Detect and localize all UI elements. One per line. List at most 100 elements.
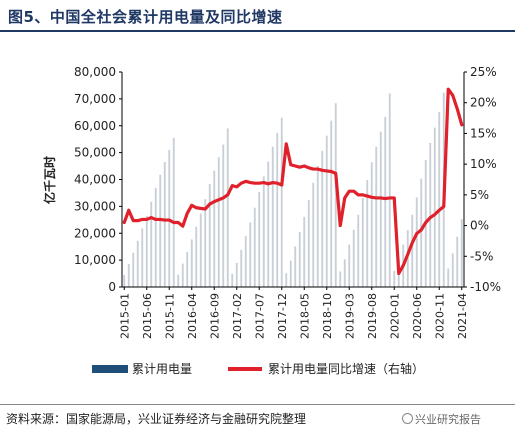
bar — [321, 150, 324, 287]
bar — [289, 260, 292, 287]
x-tick-label: 2017-02 — [231, 293, 244, 339]
bar — [226, 128, 229, 287]
right-tick-label: -5% — [470, 249, 493, 263]
bar — [366, 180, 369, 287]
left-tick-label: 30,000 — [74, 199, 116, 213]
bar — [456, 236, 459, 287]
bar — [267, 161, 270, 287]
x-tick-label: 2020-01 — [388, 293, 401, 339]
left-tick-label: 40,000 — [74, 173, 116, 187]
bar — [271, 146, 274, 287]
right-tick-label: 0% — [470, 219, 489, 233]
bar — [177, 274, 180, 287]
x-tick-label: 2017-12 — [276, 293, 289, 339]
bar — [208, 184, 211, 287]
bar — [199, 213, 202, 287]
bar — [123, 274, 126, 287]
y-axis-label: 亿千瓦时 — [42, 156, 57, 204]
bar — [253, 207, 256, 287]
bar — [141, 228, 144, 287]
bar — [172, 137, 175, 287]
watermark-icon — [402, 413, 413, 424]
watermark-text: 兴业研究报告 — [415, 413, 481, 426]
bar — [204, 199, 207, 287]
bar — [258, 192, 261, 287]
bar — [316, 166, 319, 287]
legend-bar-label: 累计用电量 — [132, 362, 192, 376]
bar — [213, 170, 216, 287]
legend: 累计用电量 累计用电量同比增速（右轴） — [92, 361, 424, 376]
left-tick-label: 50,000 — [74, 146, 116, 160]
bar — [429, 142, 432, 287]
chart: 80,000 70,000 60,000 50,000 40,000 30,000 20,0… — [42, 65, 501, 376]
bar — [411, 214, 414, 287]
bar — [244, 236, 247, 287]
x-tick-label: 2015-01 — [118, 293, 131, 339]
bar — [285, 273, 288, 287]
bar — [127, 264, 130, 287]
growth-line — [122, 87, 464, 276]
right-tick-label: 15% — [470, 126, 497, 140]
x-tick-label: 2019-08 — [366, 293, 379, 339]
bar — [339, 271, 342, 287]
bar — [334, 103, 337, 288]
bar — [280, 117, 283, 287]
bar — [393, 270, 396, 288]
bar — [235, 262, 238, 287]
right-tick-label: 20% — [470, 96, 497, 110]
x-tick-label: 2015-11 — [163, 293, 176, 339]
legend-line-label: 累计用电量同比增速（右轴） — [268, 361, 424, 376]
right-tick-label: 5% — [470, 188, 489, 202]
bar — [384, 116, 387, 287]
left-tick-label: 80,000 — [74, 65, 116, 79]
bar — [433, 127, 436, 287]
bar — [249, 222, 252, 287]
bar — [154, 187, 157, 287]
bar — [294, 246, 297, 287]
bar — [420, 178, 423, 287]
bar — [325, 135, 328, 287]
right-tick-labels: 25% 20% 15% 10% 5% 0% -5% -10% — [464, 65, 501, 294]
bar — [190, 239, 193, 287]
x-tick-label: 2015-06 — [141, 293, 154, 339]
bar — [460, 219, 463, 287]
bar — [186, 251, 189, 287]
left-tick-label: 10,000 — [74, 253, 116, 267]
bar — [195, 226, 198, 287]
x-tick-label: 2016-09 — [208, 293, 221, 339]
bars-layer — [123, 92, 463, 288]
bar — [451, 253, 454, 287]
bar — [276, 133, 279, 287]
bar — [298, 231, 301, 287]
x-tick-label: 2016-04 — [186, 293, 199, 339]
bar — [132, 252, 135, 287]
left-tick-label: 60,000 — [74, 119, 116, 133]
x-tick-label: 2018-10 — [321, 293, 334, 339]
bar — [231, 273, 234, 287]
bar — [159, 174, 162, 287]
x-tick-label: 2020-06 — [411, 293, 424, 339]
bar — [415, 197, 418, 287]
bar — [303, 216, 306, 287]
bar — [343, 259, 346, 287]
x-tick-label: 2018-05 — [298, 293, 311, 339]
x-tick-label: 2019-03 — [343, 293, 356, 339]
right-tick-label: 10% — [470, 157, 497, 171]
bar — [163, 162, 166, 287]
figure-title: 图5、中国全社会累计用电量及同比增速 — [8, 8, 283, 26]
bar — [330, 120, 333, 287]
bar — [145, 215, 148, 287]
bar — [438, 112, 441, 287]
bar — [222, 144, 225, 287]
x-tick-labels: 2015-01 2015-06 2015-11 2016-04 2016-09 2017-… — [118, 287, 469, 339]
x-tick-label: 2017-07 — [253, 293, 266, 339]
bar — [262, 176, 265, 287]
right-tick-label: 25% — [470, 65, 497, 79]
bar — [348, 244, 351, 287]
bar — [307, 200, 310, 287]
bar — [388, 93, 391, 287]
bar — [357, 214, 360, 287]
source-rule — [0, 404, 515, 405]
bar — [361, 198, 364, 287]
left-tick-label: 0 — [108, 280, 116, 294]
